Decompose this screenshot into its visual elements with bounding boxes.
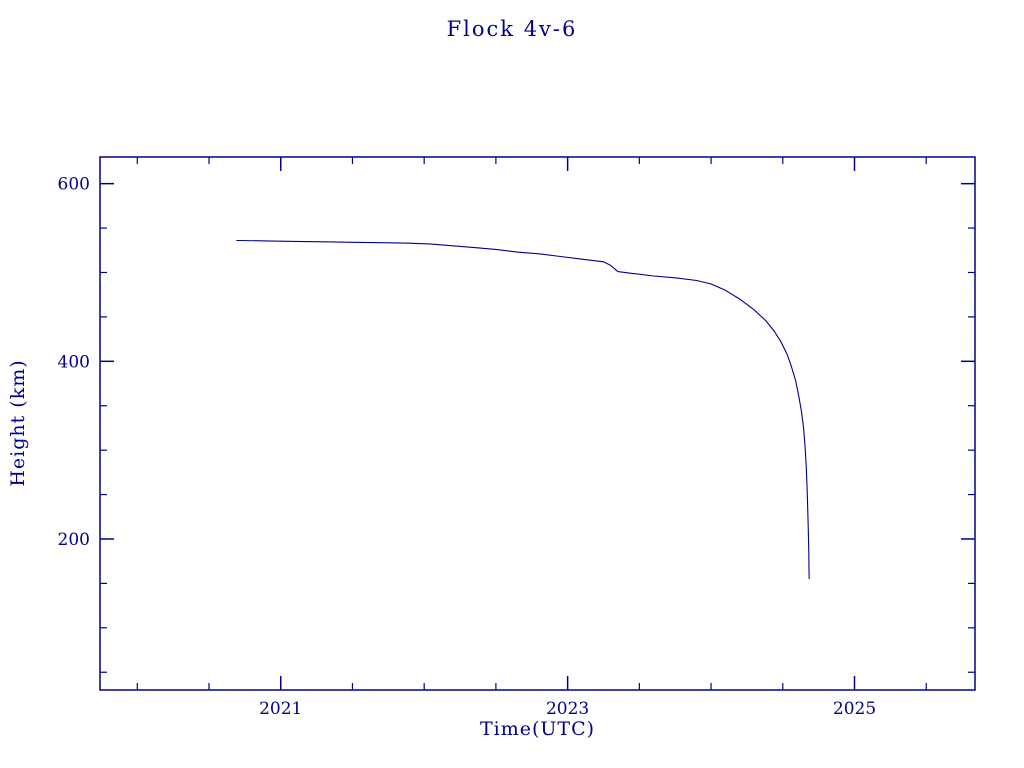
x-axis-label: Time(UTC)	[479, 718, 596, 740]
x-tick-label: 2023	[546, 699, 589, 719]
y-tick-label: 400	[58, 352, 90, 372]
plot-frame	[99, 156, 976, 691]
y-tick-label: 200	[58, 530, 90, 550]
x-tick-label: 2021	[259, 699, 302, 719]
y-tick-label: 600	[58, 175, 90, 195]
decay-curve	[236, 239, 810, 580]
chart-title: Flock 4v-6	[446, 17, 578, 41]
x-tick-label: 2025	[833, 699, 876, 719]
